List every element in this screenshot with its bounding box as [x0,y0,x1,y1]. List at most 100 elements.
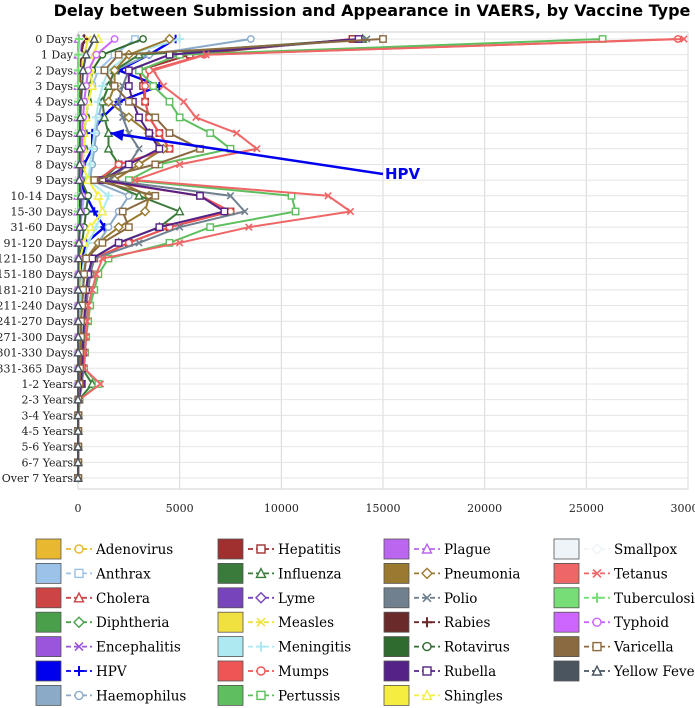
data-point [75,205,86,216]
data-point [92,222,101,232]
y-tick-label: 6-7 Years [22,456,74,469]
x-tick-label: 30000 [671,502,695,515]
y-tick-label: 5-6 Years [22,441,74,454]
legend-marker [421,542,433,554]
data-point [81,49,91,59]
legend-label: Encephalitis [96,640,181,656]
legend-swatch [553,563,580,584]
data-point [73,378,84,388]
data-point [232,129,241,137]
data-point [73,252,84,263]
y-tick-label: 181-210 Days [0,284,73,297]
data-point [202,50,210,59]
data-point [135,239,143,247]
legend-swatch [553,611,580,633]
legend-label: Plague [444,542,491,558]
y-tick-label: 9 Days [35,174,73,187]
legend-marker [74,642,84,652]
data-point [97,205,108,216]
legend-swatch [383,685,410,706]
data-point [83,174,94,185]
data-point [74,237,84,247]
legend-item-tetanus: Tetanus [553,563,668,584]
data-point [73,472,83,482]
data-point [164,33,175,45]
y-tick-label: 3-4 Years [22,409,74,422]
legend-item-pertussis: Pertussis [217,685,340,706]
legend: Adenovirus Anthrax Cholera Diphtheria Enceph… [35,538,695,706]
y-tick-label: 6 Days [35,127,73,140]
data-point [89,33,100,43]
data-point [103,96,114,107]
data-point [124,160,133,169]
x-tick-label: 20000 [467,502,502,515]
legend-item-adenovirus: Adenovirus [35,538,173,560]
legend-item-diphtheria: Diphtheria [35,611,169,633]
y-tick-label: 1-2 Years [22,378,74,391]
legend-item-anthrax: Anthrax [35,563,151,584]
data-point [175,34,184,44]
y-tick-label: 91-120 Days [4,237,74,250]
data-point [135,113,143,122]
data-point [92,50,101,59]
legend-swatch [383,611,410,633]
legend-label: Tuberculosis [614,591,695,607]
y-tick-label: 2-3 Years [22,394,74,407]
legend-label: Pertussis [278,688,340,704]
data-point [174,205,185,216]
y-tick-label: 2 Days [35,64,73,77]
legend-label: Lyme [278,591,315,607]
annotation-label: HPV [385,165,421,183]
legend-item-hpv: HPV [35,660,127,682]
y-tick-label: 4 Days [35,96,73,109]
data-point [83,317,91,326]
x-tick-label: 25000 [569,502,604,515]
legend-marker [592,592,602,603]
legend-marker [256,544,266,554]
legend-label: Mumps [278,664,329,680]
data-point [175,113,184,122]
legend-marker [421,567,433,580]
annotation-arrowhead [110,129,125,141]
legend-swatch [553,587,580,609]
legend-item-plague: Plague [383,538,491,560]
legend-item-pneumonia: Pneumonia [383,563,520,584]
data-point [196,191,204,200]
data-point [220,207,229,216]
data-point [92,113,101,122]
legend-swatch [383,538,410,560]
data-point [118,207,127,216]
y-tick-label: 5 Days [35,111,73,124]
data-point [73,456,83,467]
x-tick-label: 10000 [264,502,299,515]
legend-marker [255,591,267,604]
y-tick-label: 7 Days [35,143,73,156]
data-point [175,160,184,169]
data-point [246,35,255,43]
data-point [75,111,86,122]
legend-swatch [217,611,244,633]
data-point [73,425,83,435]
legend-label: Pneumonia [444,566,520,582]
data-point [291,207,300,216]
data-point [324,192,332,200]
data-point [74,50,83,59]
legend-label: Rabies [444,615,490,631]
legend-swatch [217,538,244,560]
data-point [179,97,188,106]
data-point [155,129,164,137]
data-point [114,50,123,59]
data-point [110,82,119,90]
data-point [99,111,110,122]
legend-item-rabies: Rabies [383,611,490,633]
data-point [73,300,84,310]
legend-label: Measles [278,615,334,631]
data-point [240,207,249,216]
data-point [135,144,143,153]
legend-label: Rubella [444,664,496,680]
data-point [88,144,97,153]
legend-swatch [217,660,244,682]
data-point [90,128,99,138]
legend-label: Meningitis [278,640,351,656]
legend-swatch [383,587,410,609]
